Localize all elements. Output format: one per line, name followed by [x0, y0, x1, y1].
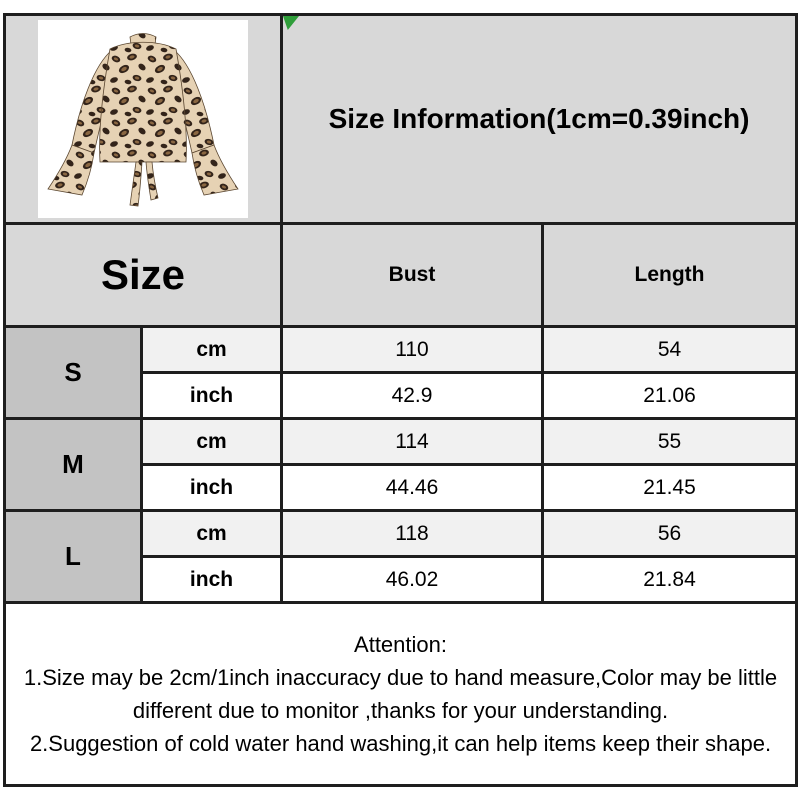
attention-note-1: 1.Size may be 2cm/1inch inaccuracy due t…	[23, 665, 778, 723]
unit-label: cm	[140, 325, 283, 374]
product-image-leopard-blouse	[47, 32, 239, 206]
page-title: Size Information(1cm=0.39inch)	[328, 103, 750, 134]
unit-label: inch	[140, 463, 283, 512]
product-photo-cell	[3, 13, 283, 225]
bust-value-m-inch: 44.46	[280, 463, 544, 512]
header-bust: Bust	[280, 222, 544, 328]
attention-heading: Attention:	[354, 632, 447, 657]
unit-label: inch	[140, 371, 283, 420]
bust-value-l-cm: 118	[280, 509, 544, 558]
size-table: Size Information(1cm=0.39inch) Size Bust…	[2, 13, 799, 787]
length-value-m-cm: 55	[540, 417, 799, 466]
length-value-l-cm: 56	[540, 509, 799, 558]
length-value-l-inch: 21.84	[540, 555, 799, 604]
length-value-m-inch: 21.45	[540, 463, 799, 512]
green-corner-marker-icon	[284, 17, 299, 30]
bust-value-m-cm: 114	[280, 417, 544, 466]
title-cell: Size Information(1cm=0.39inch)	[279, 13, 799, 225]
size-label-m: M	[3, 417, 143, 512]
length-value-s-inch: 21.06	[540, 371, 799, 420]
bust-value-l-inch: 46.02	[280, 555, 544, 604]
bust-value-s-cm: 110	[280, 325, 544, 374]
product-photo-frame	[38, 20, 248, 218]
size-label-l: L	[3, 509, 143, 604]
header-size: Size	[3, 222, 283, 328]
attention-note-2: 2.Suggestion of cold water hand washing,…	[29, 731, 772, 756]
unit-label: inch	[140, 555, 283, 604]
header-length: Length	[540, 222, 799, 328]
length-value-s-cm: 54	[540, 325, 799, 374]
unit-label: cm	[140, 417, 283, 466]
attention-section: Attention: 1.Size may be 2cm/1inch inacc…	[2, 601, 799, 787]
size-label-s: S	[3, 325, 143, 420]
bust-value-s-inch: 42.9	[280, 371, 544, 420]
unit-label: cm	[140, 509, 283, 558]
